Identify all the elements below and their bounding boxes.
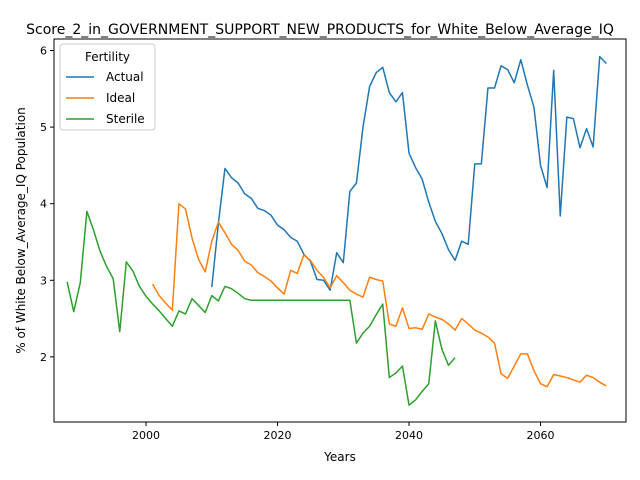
legend-label-actual: Actual: [106, 70, 144, 84]
series-line-actual: [211, 55, 607, 291]
legend-title: Fertility: [85, 50, 130, 64]
chart-title: Score_2_in_GOVERNMENT_SUPPORT_NEW_PRODUC…: [26, 22, 614, 38]
legend-label-sterile: Sterile: [106, 112, 145, 126]
x-axis: 2000 2020 2040 2060: [132, 422, 555, 442]
y-tick-label: 2: [40, 351, 47, 364]
series-line-ideal: [151, 202, 607, 388]
series-layer: [66, 55, 607, 406]
y-tick-label: 4: [40, 198, 47, 211]
y-tick-label: 3: [40, 274, 47, 287]
y-tick-label: 6: [40, 44, 47, 57]
plot-frame: [53, 38, 627, 423]
series-line-sterile: [66, 210, 456, 406]
legend: Fertility Actual Ideal Sterile: [59, 43, 156, 131]
y-axis: 2 3 4 5 6: [40, 44, 54, 364]
legend-box: [59, 43, 156, 131]
x-tick-label: 2020: [264, 429, 292, 442]
y-tick-label: 5: [40, 121, 47, 134]
legend-label-ideal: Ideal: [106, 91, 135, 105]
x-tick-label: 2060: [527, 429, 555, 442]
y-axis-label: % of White Below_Average_IQ Population: [14, 107, 28, 354]
x-axis-label: Years: [323, 450, 356, 464]
x-tick-label: 2000: [132, 429, 160, 442]
x-tick-label: 2040: [395, 429, 423, 442]
legend-entries: Actual Ideal Sterile: [66, 70, 145, 126]
